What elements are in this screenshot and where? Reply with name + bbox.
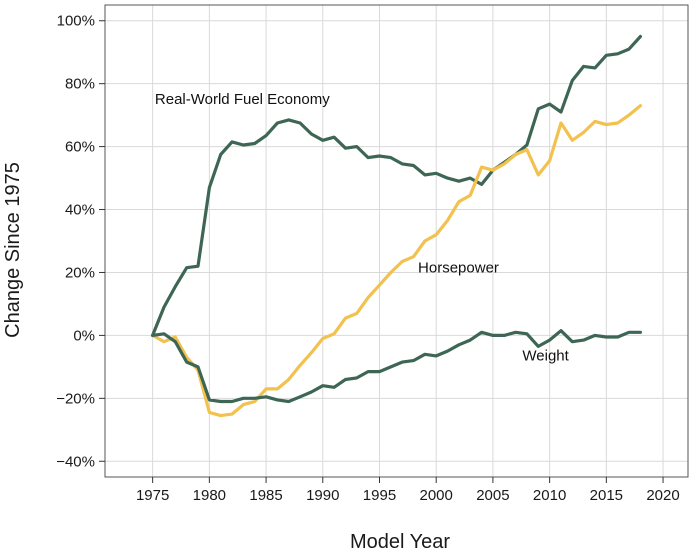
x-tick-label: 2005 [476,487,509,504]
y-tick-label: 20% [65,264,95,281]
y-tick-label: −20% [56,390,95,407]
axis-ticks: 1975 1980 1985 1990 1995 2000 2005 2010 2015 2020… [56,13,680,504]
y-tick-label: 100% [57,13,95,30]
x-tick-label: 1980 [193,487,226,504]
series-line-horsepower [151,104,643,418]
x-tick-label: 2000 [420,487,453,504]
series-line-real-world-fuel-economy [151,34,643,337]
x-tick-label: 1975 [136,487,169,504]
plot-frame [104,4,689,478]
y-tick-label: 60% [65,139,95,156]
x-tick-label: 2010 [533,487,566,504]
series-annotation: Weight [522,348,569,365]
series-annotations: Real-World Fuel Economy Horsepower Weight [155,91,570,364]
series-annotation: Real-World Fuel Economy [155,91,330,108]
y-axis-title: Change Since 1975 [2,162,24,338]
x-tick-label: 1995 [363,487,396,504]
x-tick-label: 1985 [249,487,282,504]
series-line-weight [151,329,643,404]
y-tick-label: −40% [56,453,95,470]
x-tick-label: 2020 [646,487,679,504]
series-annotation: Horsepower [418,259,499,276]
x-tick-label: 2015 [590,487,623,504]
x-axis-title: Model Year [350,531,450,553]
y-tick-label: 0% [73,327,95,344]
gridlines [105,5,688,477]
y-tick-label: 40% [65,202,95,219]
x-tick-label: 1990 [306,487,339,504]
y-tick-label: 80% [65,76,95,93]
series-lines [151,34,643,418]
